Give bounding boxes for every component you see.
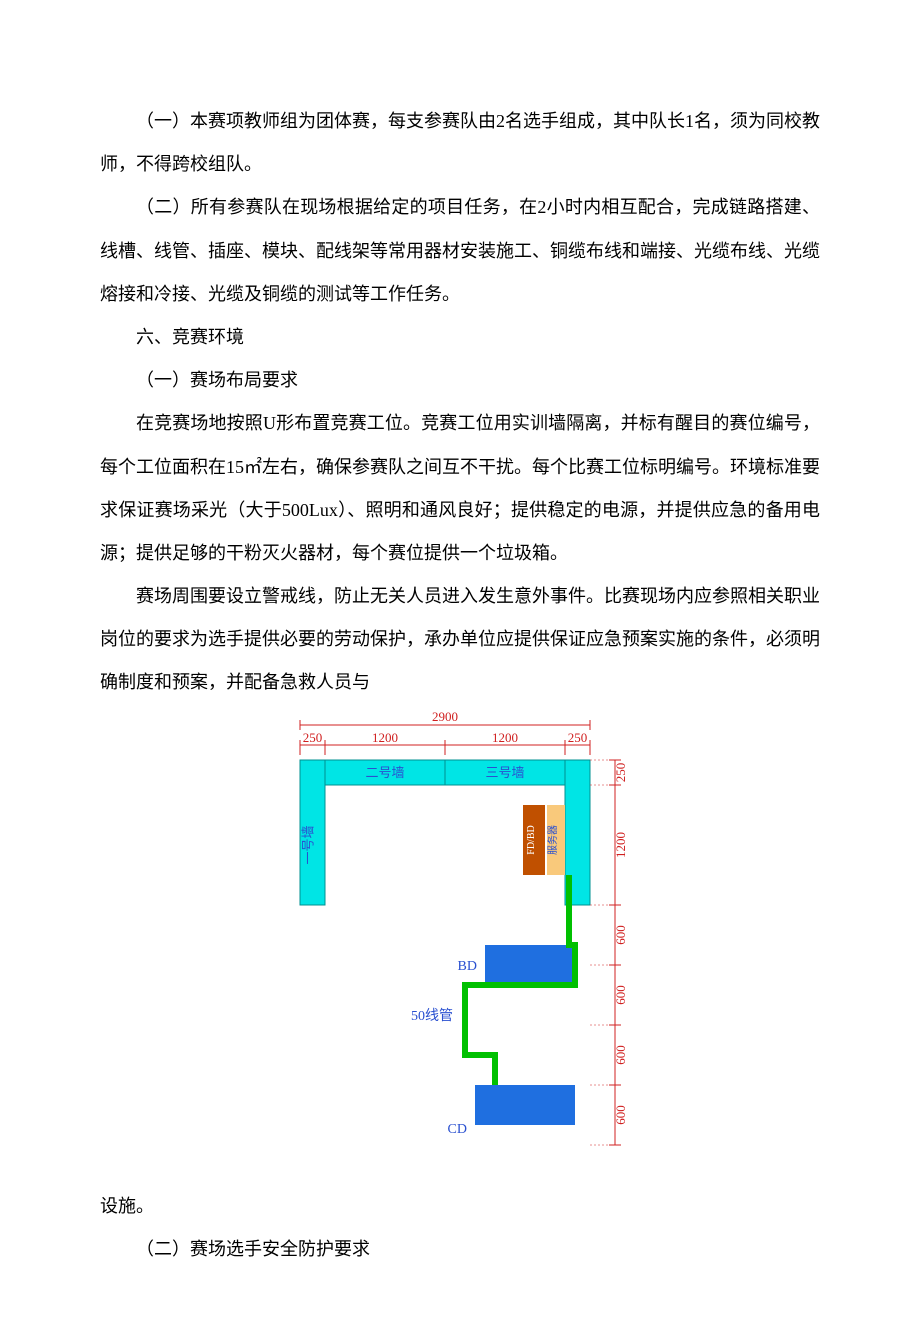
svg-text:1200: 1200 bbox=[613, 832, 628, 858]
svg-text:250: 250 bbox=[568, 730, 588, 745]
svg-text:BD: BD bbox=[458, 959, 477, 974]
svg-text:1200: 1200 bbox=[372, 730, 398, 745]
svg-text:600: 600 bbox=[613, 1045, 628, 1065]
para-7-continuation: 设施。 bbox=[100, 1185, 820, 1228]
para-5: 在竞赛场地按照U形布置竞赛工位。竞赛工位用实训墙隔离，并标有醒目的赛位编号，每个… bbox=[100, 402, 820, 575]
svg-text:三号墙: 三号墙 bbox=[485, 765, 524, 780]
svg-text:600: 600 bbox=[613, 925, 628, 945]
svg-text:二号墙: 二号墙 bbox=[365, 765, 404, 780]
para-6: 赛场周围要设立警戒线，防止无关人员进入发生意外事件。比赛现场内应参照相关职业岗位… bbox=[100, 575, 820, 705]
svg-text:CD: CD bbox=[448, 1122, 467, 1137]
para-2: （二）所有参赛队在现场根据给定的项目任务，在2小时内相互配合，完成链路搭建、线槽… bbox=[100, 186, 820, 316]
svg-text:600: 600 bbox=[613, 1105, 628, 1125]
svg-text:FD/BD: FD/BD bbox=[526, 825, 537, 854]
floorplan-svg: 2900 250 1200 1200 250 二号墙 三号墙一号墙 FD/BD 服务器 250 12… bbox=[250, 705, 670, 1185]
para-8-subheading: （二）赛场选手安全防护要求 bbox=[100, 1228, 820, 1271]
svg-text:1200: 1200 bbox=[492, 730, 518, 745]
svg-text:2900: 2900 bbox=[432, 709, 458, 724]
svg-text:250: 250 bbox=[303, 730, 323, 745]
floorplan-diagram: 2900 250 1200 1200 250 二号墙 三号墙一号墙 FD/BD 服务器 250 12… bbox=[100, 705, 820, 1185]
para-3-heading: 六、竞赛环境 bbox=[100, 316, 820, 359]
page: （一）本赛项教师组为团体赛，每支参赛队由2名选手组成，其中队长1名，须为同校教师… bbox=[0, 0, 920, 1331]
para-1: （一）本赛项教师组为团体赛，每支参赛队由2名选手组成，其中队长1名，须为同校教师… bbox=[100, 100, 820, 186]
svg-text:600: 600 bbox=[613, 985, 628, 1005]
svg-text:一号墙: 一号墙 bbox=[301, 825, 316, 864]
para-4-subheading: （一）赛场布局要求 bbox=[100, 359, 820, 402]
svg-text:50线管: 50线管 bbox=[411, 1008, 453, 1024]
svg-text:250: 250 bbox=[613, 762, 628, 782]
svg-text:服务器: 服务器 bbox=[546, 825, 559, 855]
